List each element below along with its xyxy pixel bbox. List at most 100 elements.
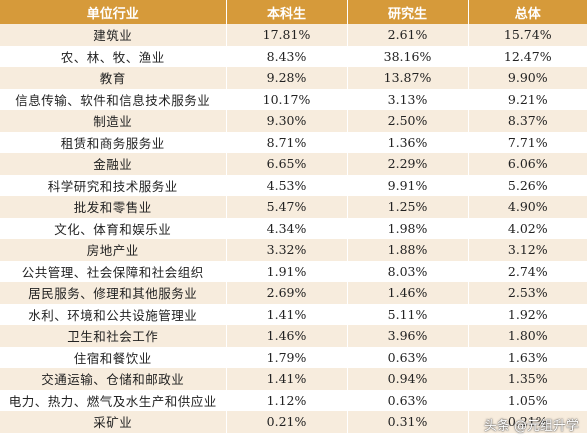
table-row: 房地产业 3.32% 1.88% 3.12%	[0, 239, 587, 261]
graduate-cell: 1.88%	[347, 239, 469, 261]
table-row: 采矿业 0.21% 0.31% 0.21%	[0, 411, 587, 433]
undergraduate-cell: 0.21%	[226, 411, 348, 433]
graduate-cell: 0.94%	[347, 368, 469, 390]
graduate-cell: 1.25%	[347, 196, 469, 218]
industry-cell: 住宿和餐饮业	[0, 346, 227, 368]
overall-cell: 1.92%	[468, 303, 587, 325]
header-graduate: 研究生	[347, 0, 469, 24]
overall-cell: 3.12%	[468, 239, 587, 261]
undergraduate-cell: 3.32%	[226, 239, 348, 261]
table-row: 文化、体育和娱乐业 4.34% 1.98% 4.02%	[0, 217, 587, 239]
graduate-cell: 3.13%	[347, 88, 469, 110]
table-row: 农、林、牧、渔业 8.43% 38.16% 12.47%	[0, 45, 587, 67]
table-row: 卫生和社会工作 1.46% 3.96% 1.80%	[0, 325, 587, 347]
undergraduate-cell: 5.47%	[226, 196, 348, 218]
undergraduate-cell: 1.79%	[226, 346, 348, 368]
industry-cell: 电力、热力、燃气及水生产和供应业	[0, 389, 227, 411]
overall-cell: 1.05%	[468, 389, 587, 411]
industry-cell: 公共管理、社会保障和社会组织	[0, 260, 227, 282]
overall-cell: 1.63%	[468, 346, 587, 368]
table-row: 公共管理、社会保障和社会组织 1.91% 8.03% 2.74%	[0, 260, 587, 282]
graduate-cell: 3.96%	[347, 325, 469, 347]
table-row: 住宿和餐饮业 1.79% 0.63% 1.63%	[0, 346, 587, 368]
header-undergraduate: 本科生	[226, 0, 348, 24]
undergraduate-cell: 9.28%	[226, 67, 348, 89]
overall-cell: 8.37%	[468, 110, 587, 132]
industry-cell: 农、林、牧、渔业	[0, 45, 227, 67]
industry-table: 单位行业 本科生 研究生 总体 建筑业 17.81% 2.61% 15.74% 农、林、…	[0, 0, 587, 433]
industry-cell: 建筑业	[0, 24, 227, 46]
overall-cell: 6.06%	[468, 153, 587, 175]
undergraduate-cell: 8.43%	[226, 45, 348, 67]
table-row: 批发和零售业 5.47% 1.25% 4.90%	[0, 196, 587, 218]
industry-cell: 教育	[0, 67, 227, 89]
undergraduate-cell: 1.12%	[226, 389, 348, 411]
industry-cell: 制造业	[0, 110, 227, 132]
industry-cell: 房地产业	[0, 239, 227, 261]
graduate-cell: 0.63%	[347, 346, 469, 368]
table-row: 建筑业 17.81% 2.61% 15.74%	[0, 24, 587, 46]
industry-cell: 居民服务、修理和其他服务业	[0, 282, 227, 304]
undergraduate-cell: 1.91%	[226, 260, 348, 282]
table-row: 教育 9.28% 13.87% 9.90%	[0, 67, 587, 89]
graduate-cell: 1.46%	[347, 282, 469, 304]
undergraduate-cell: 8.71%	[226, 131, 348, 153]
undergraduate-cell: 2.69%	[226, 282, 348, 304]
table-row: 居民服务、修理和其他服务业 2.69% 1.46% 2.53%	[0, 282, 587, 304]
undergraduate-cell: 1.41%	[226, 368, 348, 390]
table-row: 水利、环境和公共设施管理业 1.41% 5.11% 1.92%	[0, 303, 587, 325]
header-industry: 单位行业	[0, 0, 227, 24]
overall-cell: 2.74%	[468, 260, 587, 282]
graduate-cell: 5.11%	[347, 303, 469, 325]
graduate-cell: 1.36%	[347, 131, 469, 153]
overall-cell: 12.47%	[468, 45, 587, 67]
industry-cell: 金融业	[0, 153, 227, 175]
industry-cell: 采矿业	[0, 411, 227, 433]
industry-cell: 水利、环境和公共设施管理业	[0, 303, 227, 325]
overall-cell: 1.35%	[468, 368, 587, 390]
industry-cell: 交通运输、仓储和邮政业	[0, 368, 227, 390]
overall-cell: 9.21%	[468, 88, 587, 110]
graduate-cell: 1.98%	[347, 217, 469, 239]
table-row: 交通运输、仓储和邮政业 1.41% 0.94% 1.35%	[0, 368, 587, 390]
header-row: 单位行业 本科生 研究生 总体	[0, 0, 587, 24]
table-row: 金融业 6.65% 2.29% 6.06%	[0, 153, 587, 175]
graduate-cell: 2.61%	[347, 24, 469, 46]
graduate-cell: 8.03%	[347, 260, 469, 282]
overall-cell: 9.90%	[468, 67, 587, 89]
undergraduate-cell: 1.41%	[226, 303, 348, 325]
table-row: 电力、热力、燃气及水生产和供应业 1.12% 0.63% 1.05%	[0, 389, 587, 411]
table-row: 租赁和商务服务业 8.71% 1.36% 7.71%	[0, 131, 587, 153]
undergraduate-cell: 6.65%	[226, 153, 348, 175]
industry-cell: 批发和零售业	[0, 196, 227, 218]
undergraduate-cell: 10.17%	[226, 88, 348, 110]
table-body: 建筑业 17.81% 2.61% 15.74% 农、林、牧、渔业 8.43% 38.16% 1…	[0, 24, 587, 433]
header-overall: 总体	[468, 0, 587, 24]
graduate-cell: 2.29%	[347, 153, 469, 175]
undergraduate-cell: 4.34%	[226, 217, 348, 239]
graduate-cell: 0.31%	[347, 411, 469, 433]
table-row: 科学研究和技术服务业 4.53% 9.91% 5.26%	[0, 174, 587, 196]
overall-cell: 15.74%	[468, 24, 587, 46]
overall-cell: 5.26%	[468, 174, 587, 196]
overall-cell: 0.21%	[468, 411, 587, 433]
industry-cell: 卫生和社会工作	[0, 325, 227, 347]
graduate-cell: 0.63%	[347, 389, 469, 411]
watermark-text: 头条 @元组升学	[483, 419, 579, 434]
undergraduate-cell: 1.46%	[226, 325, 348, 347]
overall-cell: 4.90%	[468, 196, 587, 218]
industry-cell: 租赁和商务服务业	[0, 131, 227, 153]
undergraduate-cell: 17.81%	[226, 24, 348, 46]
table-row: 制造业 9.30% 2.50% 8.37%	[0, 110, 587, 132]
overall-cell: 7.71%	[468, 131, 587, 153]
undergraduate-cell: 4.53%	[226, 174, 348, 196]
table-row: 信息传输、软件和信息技术服务业 10.17% 3.13% 9.21%	[0, 88, 587, 110]
industry-cell: 文化、体育和娱乐业	[0, 217, 227, 239]
overall-cell: 2.53%	[468, 282, 587, 304]
overall-cell: 4.02%	[468, 217, 587, 239]
graduate-cell: 13.87%	[347, 67, 469, 89]
watermark: 头条 @元组升学	[484, 415, 579, 434]
industry-cell: 科学研究和技术服务业	[0, 174, 227, 196]
industry-cell: 信息传输、软件和信息技术服务业	[0, 88, 227, 110]
